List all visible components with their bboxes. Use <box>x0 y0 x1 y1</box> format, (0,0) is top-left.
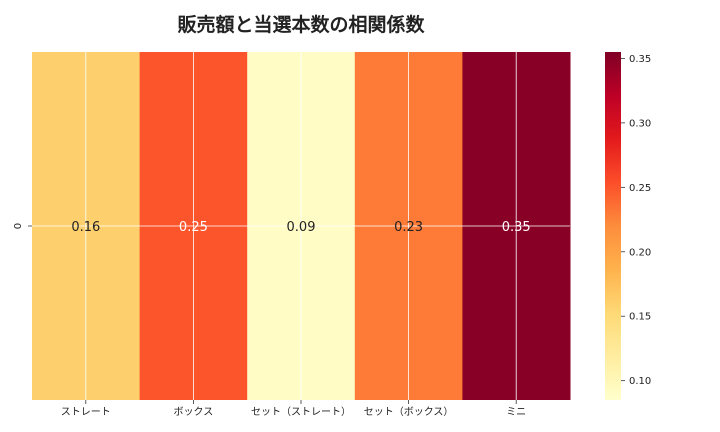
colorbar-tick-label: 0.25 <box>629 183 651 194</box>
x-tick-label: ミニ <box>506 407 526 418</box>
x-tick-label: ボックス <box>174 406 214 418</box>
y-axis-ticks: 0 <box>13 223 32 229</box>
cell-value-label: 0.23 <box>394 220 423 235</box>
cell-value-label: 0.25 <box>179 220 208 235</box>
colorbar-tick-label: 0.35 <box>629 54 651 65</box>
colorbar-tick-label: 0.15 <box>629 312 651 323</box>
colorbar-tick-label: 0.10 <box>629 376 651 387</box>
colorbar-ticks: 0.10 0.15 0.20 0.25 0.30 0.35 <box>621 54 651 387</box>
cell-value-label: 0.16 <box>71 220 100 235</box>
grid-lines <box>32 52 570 400</box>
y-tick-label: 0 <box>13 223 24 229</box>
x-tick-label: ストレート <box>61 407 111 418</box>
x-tick-label: セット（ボックス） <box>364 406 454 418</box>
chart-title: 販売額と当選本数の相関係数 <box>177 13 425 36</box>
cell-value-label: 0.09 <box>287 220 316 235</box>
cell-value-label: 0.35 <box>502 220 531 235</box>
cell-value-labels: 0.16 0.25 0.09 0.23 0.35 <box>71 220 530 235</box>
colorbar-tick-label: 0.20 <box>629 247 651 258</box>
x-axis-ticks: ストレート ボックス セット（ストレート） セット（ボックス） ミニ <box>61 400 526 418</box>
colorbar <box>605 52 621 400</box>
x-tick-label: セット（ストレート） <box>251 406 351 418</box>
colorbar-tick-label: 0.30 <box>629 118 651 129</box>
